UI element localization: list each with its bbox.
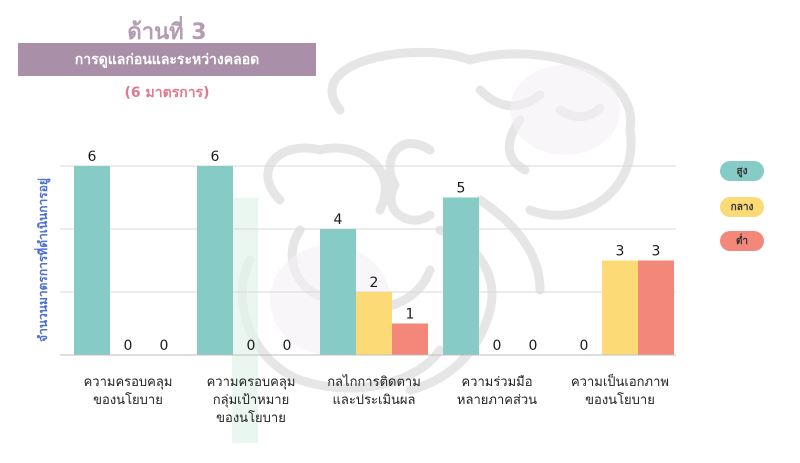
bar-สูง bbox=[443, 197, 479, 355]
bar-สูง bbox=[74, 166, 110, 355]
category-label: หลายภาคส่วน bbox=[457, 393, 537, 408]
data-label: 0 bbox=[124, 338, 133, 354]
category-label: กลุ่มเป้าหมาย bbox=[213, 393, 289, 408]
category-label: และประเมินผล bbox=[332, 393, 415, 408]
data-label: 0 bbox=[160, 338, 169, 354]
bar-สูง bbox=[320, 229, 356, 355]
data-label: 0 bbox=[580, 338, 589, 354]
legend-medium: กลาง bbox=[720, 197, 764, 217]
data-label: 0 bbox=[283, 338, 292, 354]
measure-count-subtitle: (6 มาตรการ) bbox=[124, 85, 210, 101]
legend-low: ต่ำ bbox=[720, 231, 764, 251]
page-title: ด้านที่ 3 bbox=[127, 20, 207, 45]
data-label: 6 bbox=[211, 149, 220, 165]
legend-high: สูง bbox=[720, 161, 764, 181]
data-label: 0 bbox=[529, 338, 538, 354]
category-label: ความครอบคลุม bbox=[84, 375, 173, 390]
category-label: ความครอบคลุม bbox=[207, 375, 296, 390]
section-banner: การดูแลก่อนและระหว่างคลอด bbox=[18, 43, 316, 76]
category-label: ของนโยบาย bbox=[93, 392, 163, 408]
data-label: 3 bbox=[652, 244, 661, 260]
data-label: 2 bbox=[370, 275, 379, 291]
y-axis-label: จำนวนมาตรการที่ดำเนินการอยู่ bbox=[34, 178, 51, 342]
bar-ต่ำ bbox=[638, 260, 674, 355]
data-label: 0 bbox=[493, 338, 502, 354]
bar-ต่ำ bbox=[392, 323, 428, 355]
bar-กลาง bbox=[356, 292, 392, 355]
data-label: 4 bbox=[334, 212, 343, 228]
bar-กลาง bbox=[602, 260, 638, 355]
data-label: 1 bbox=[406, 307, 415, 323]
category-label: ความร่วมมือ bbox=[461, 374, 532, 390]
data-label: 3 bbox=[616, 244, 625, 260]
bar-สูง bbox=[197, 166, 233, 355]
data-label: 5 bbox=[457, 181, 466, 197]
category-label: ของนโยบาย bbox=[585, 392, 655, 408]
category-label: ความเป็นเอกภาพ bbox=[571, 372, 669, 390]
category-label: กลไกการติดตาม bbox=[327, 374, 421, 390]
data-label: 0 bbox=[247, 338, 256, 354]
data-label: 6 bbox=[88, 149, 97, 165]
category-label: ของนโยบาย bbox=[216, 410, 286, 426]
